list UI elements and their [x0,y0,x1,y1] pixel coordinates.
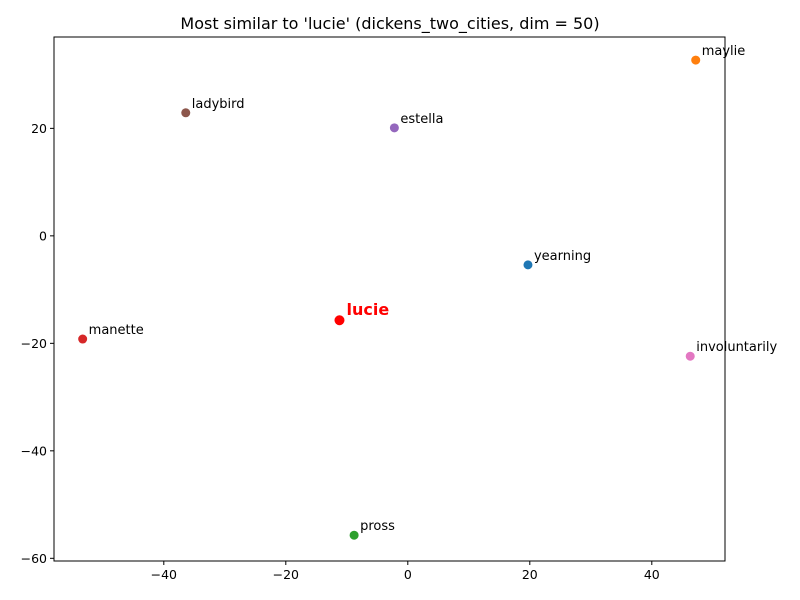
y-tick-label: −60 [21,551,47,566]
x-tick-label: −40 [151,567,177,582]
scatter-point-estella [389,123,399,133]
point-label-yearning: yearning [534,249,591,264]
y-tick-label: 0 [39,228,47,243]
point-label-estella: estella [400,112,443,127]
scatter-point-manette [78,334,88,344]
scatter-point-pross [349,530,359,540]
query-point [334,315,345,326]
y-tick-label: −20 [21,336,47,351]
y-tick-label: 20 [31,121,47,136]
y-tick-label: −40 [21,443,47,458]
scatter-point-yearning [523,260,533,270]
plot-area-frame [53,36,726,562]
x-tick-label: 40 [644,567,660,582]
scatter-point-maylie [691,55,701,65]
point-label-maylie: maylie [702,44,746,59]
x-axis: −40 −20 0 20 40 [151,561,660,582]
point-label-manette: manette [89,323,144,338]
query-point-label: lucie [346,300,389,319]
chart-title: Most similar to 'lucie' (dickens_two_cit… [180,14,599,34]
point-label-ladybird: ladybird [192,97,245,112]
x-tick-label: 20 [522,567,538,582]
scatter-point-involuntarily [685,351,695,361]
x-tick-label: 0 [404,567,412,582]
point-label-pross: pross [360,519,395,534]
data-points: yearning maylie pross manette estella ladybir… [78,44,777,540]
x-tick-label: −20 [273,567,299,582]
y-axis: −60 −40 −20 0 20 [21,121,54,566]
scatter-point-ladybird [181,108,191,118]
point-label-involuntarily: involuntarily [696,340,777,355]
